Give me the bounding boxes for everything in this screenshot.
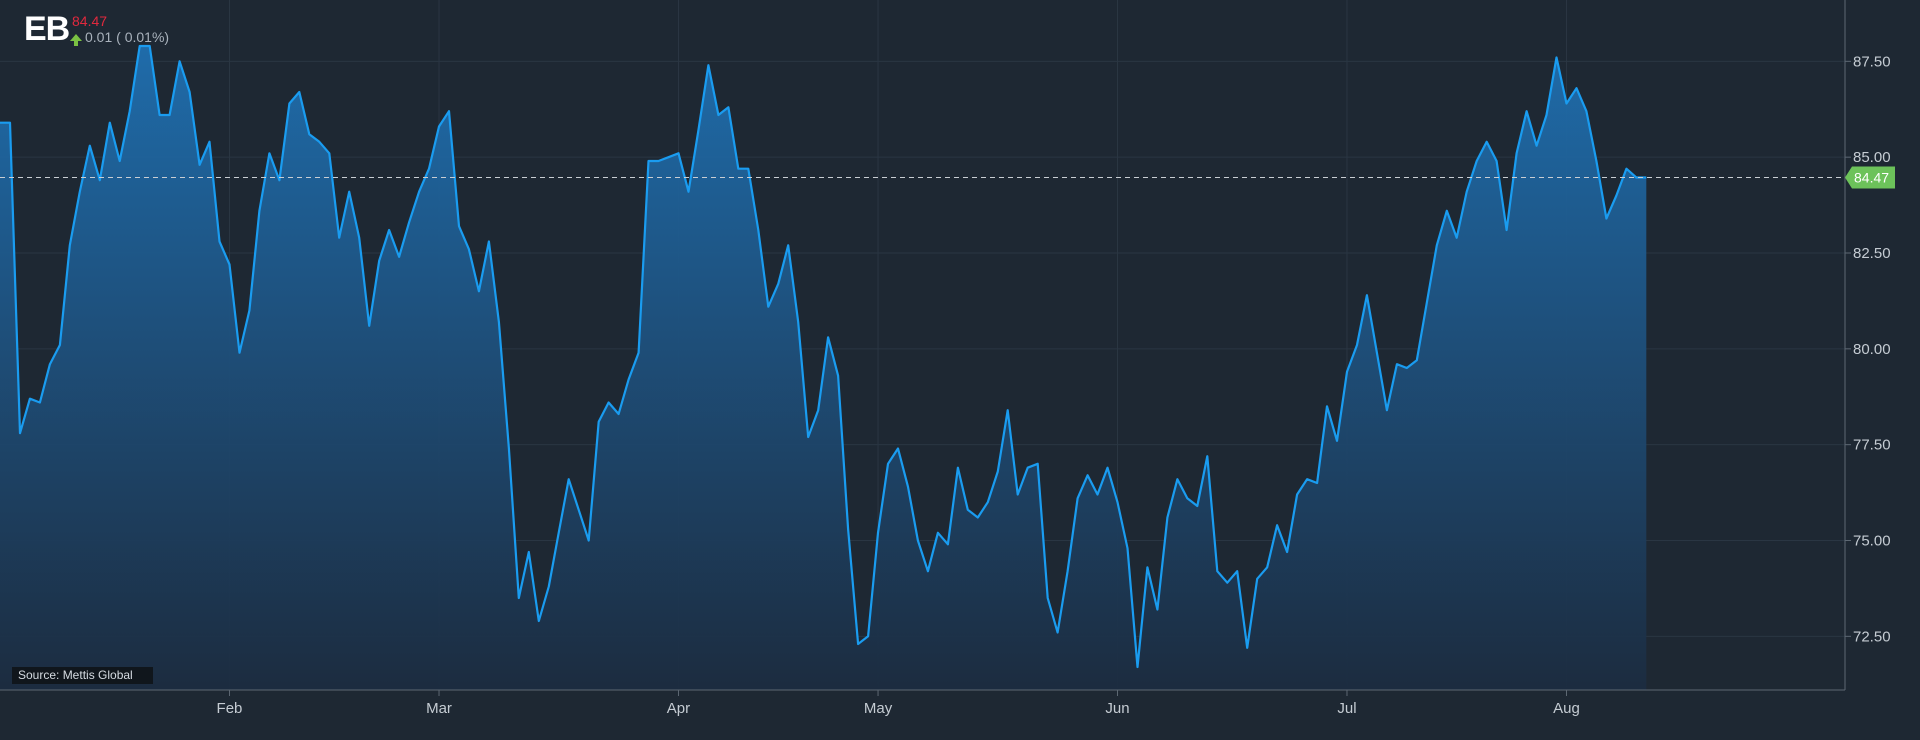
x-tick-label: May [864,700,893,717]
x-tick-label: Jun [1105,700,1129,717]
series-line [0,44,1647,669]
y-tick-label: 72.50 [1853,628,1891,645]
x-tick-label: Mar [426,700,452,717]
x-tick-label: Jul [1337,700,1356,717]
source-label: Source: Mettis Global [12,667,153,684]
current-price: 84.47 [72,13,108,29]
last-value-badge [1845,166,1895,189]
up-arrow-icon [70,33,82,46]
x-axis-ticks: Feb Mar Apr May Jun Jul Aug [217,690,1580,717]
x-tick-label: Feb [217,700,243,717]
x-tick-label: Apr [667,700,690,717]
last-value-marker: 84.47 [1845,166,1895,189]
y-tick-label: 75.00 [1853,533,1891,550]
axes [0,0,1846,691]
y-tick-label: 77.50 [1853,437,1891,454]
price-change: 0.01 ( 0.01%) [70,29,170,46]
y-tick-label: 87.50 [1853,53,1891,70]
y-tick-label: 80.00 [1853,341,1891,358]
ticker-symbol: EB [24,10,70,48]
price-change-text: 0.01 ( 0.01%) [85,29,170,45]
y-axis-ticks: 72.50 75.00 77.50 80.00 82.50 85.00 87.50 [1845,53,1891,645]
y-tick-label: 82.50 [1853,245,1891,262]
y-tick-label: 85.00 [1853,149,1891,166]
last-value-label: 84.47 [1854,169,1889,185]
x-tick-label: Aug [1553,700,1580,717]
area-fill [0,46,1647,690]
